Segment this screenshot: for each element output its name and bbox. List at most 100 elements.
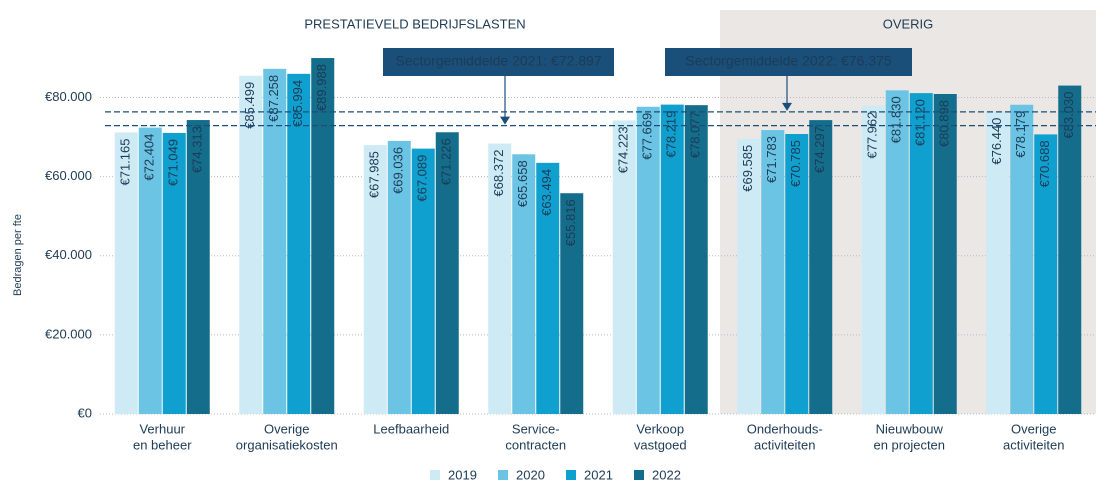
x-tick-label: Leefbaarheid — [373, 421, 449, 436]
legend-label: 2022 — [652, 467, 681, 481]
value-label: €55.816 — [563, 199, 578, 246]
bar — [435, 132, 459, 414]
bar — [933, 94, 957, 414]
bar — [411, 148, 435, 414]
value-label: €68.372 — [491, 150, 506, 197]
value-label: €67.985 — [367, 151, 382, 198]
x-tick-label: activiteiten — [1003, 437, 1064, 452]
bar — [387, 140, 411, 415]
value-label: €78.179 — [1013, 111, 1028, 158]
x-tick-label: contracten — [505, 437, 566, 452]
x-tick-label: Service- — [512, 421, 560, 436]
bar — [311, 58, 335, 415]
value-label: €71.783 — [764, 136, 779, 183]
y-tick-label: €0 — [78, 405, 92, 420]
x-tick-label: Onderhouds- — [747, 421, 823, 436]
value-label: €77.962 — [865, 112, 880, 159]
bar — [560, 193, 584, 414]
bar — [612, 120, 636, 414]
y-axis-label: Bedragen per fte — [12, 214, 24, 296]
y-tick-label: €80.000 — [45, 89, 92, 104]
legend-label: 2020 — [516, 467, 545, 481]
value-label: €78.219 — [664, 111, 679, 158]
x-tick-label: en beheer — [133, 437, 192, 452]
value-label: €81.120 — [913, 99, 928, 146]
annotation-label: Sectorgemiddelde 2021: €72.897 — [395, 53, 601, 69]
bar — [114, 132, 138, 415]
legend-swatch — [498, 470, 508, 480]
annotation-arrowhead — [500, 116, 510, 125]
bar — [287, 73, 311, 415]
value-label: €78.077 — [688, 111, 703, 158]
value-label: €74.297 — [812, 126, 827, 173]
x-tick-label: en projecten — [873, 437, 945, 452]
legend-label: 2021 — [584, 467, 613, 481]
legend-swatch — [566, 470, 576, 480]
bar — [512, 154, 536, 414]
value-label: €72.404 — [142, 134, 157, 181]
x-tick-label: Nieuwbouw — [876, 421, 944, 436]
x-tick-label: Overige — [1011, 421, 1057, 436]
x-tick-label: Verhuur — [139, 421, 185, 436]
value-label: €85.994 — [290, 80, 305, 127]
bar — [986, 111, 1010, 415]
value-label: €81.830 — [889, 96, 904, 143]
annotation-box — [665, 48, 912, 76]
annotation-arrowhead — [782, 102, 792, 111]
bar — [1034, 134, 1058, 414]
y-tick-label: €20.000 — [45, 326, 92, 341]
legend-swatch — [430, 470, 440, 480]
value-label: €71.226 — [439, 138, 454, 185]
value-label: €76.440 — [989, 118, 1004, 165]
group-label: PRESTATIEVELD BEDRIJFSLASTEN — [304, 16, 525, 31]
x-tick-label: Overige — [264, 421, 310, 436]
value-label: €87.258 — [266, 75, 281, 122]
group-label: OVERIG — [883, 16, 934, 31]
bar — [239, 75, 263, 414]
value-label: €71.165 — [118, 139, 133, 186]
bar — [861, 105, 885, 415]
value-label: €74.223 — [616, 126, 631, 173]
value-label: €80.898 — [937, 100, 952, 147]
bar — [488, 143, 512, 414]
bar — [186, 120, 210, 415]
bar — [660, 104, 684, 414]
value-label: €69.036 — [391, 147, 406, 194]
x-tick-label: Verkoop — [636, 421, 684, 436]
bar — [138, 127, 162, 414]
value-label: €65.658 — [515, 160, 530, 207]
bar — [809, 120, 833, 415]
x-tick-label: organisatiekosten — [236, 437, 338, 452]
bar — [761, 130, 785, 414]
value-label: €85.499 — [242, 82, 257, 129]
x-tick-label: activiteiten — [754, 437, 815, 452]
y-tick-label: €60.000 — [45, 168, 92, 183]
bar — [536, 162, 560, 414]
annotation-box — [383, 48, 614, 76]
value-label: €89.988 — [314, 64, 329, 111]
bar — [885, 90, 909, 414]
value-label: €77.669 — [640, 113, 655, 160]
bar — [363, 145, 387, 415]
value-label: €74.313 — [190, 126, 205, 173]
y-tick-label: €40.000 — [45, 247, 92, 262]
value-label: €63.494 — [539, 169, 554, 216]
value-label: €71.049 — [166, 139, 181, 186]
bar — [636, 106, 660, 415]
bar — [737, 138, 761, 414]
value-label: €83.030 — [1061, 92, 1076, 139]
bar — [785, 134, 809, 415]
bar — [263, 68, 287, 414]
legend-swatch — [634, 470, 644, 480]
bar — [1058, 85, 1082, 414]
bar — [1010, 104, 1034, 415]
bar — [684, 105, 708, 415]
value-label: €70.785 — [788, 140, 803, 187]
value-label: €70.688 — [1037, 140, 1052, 187]
bar — [162, 132, 186, 414]
x-tick-label: vastgoed — [634, 437, 687, 452]
legend-label: 2019 — [448, 467, 477, 481]
value-label: €69.585 — [740, 145, 755, 192]
bar — [909, 93, 933, 414]
